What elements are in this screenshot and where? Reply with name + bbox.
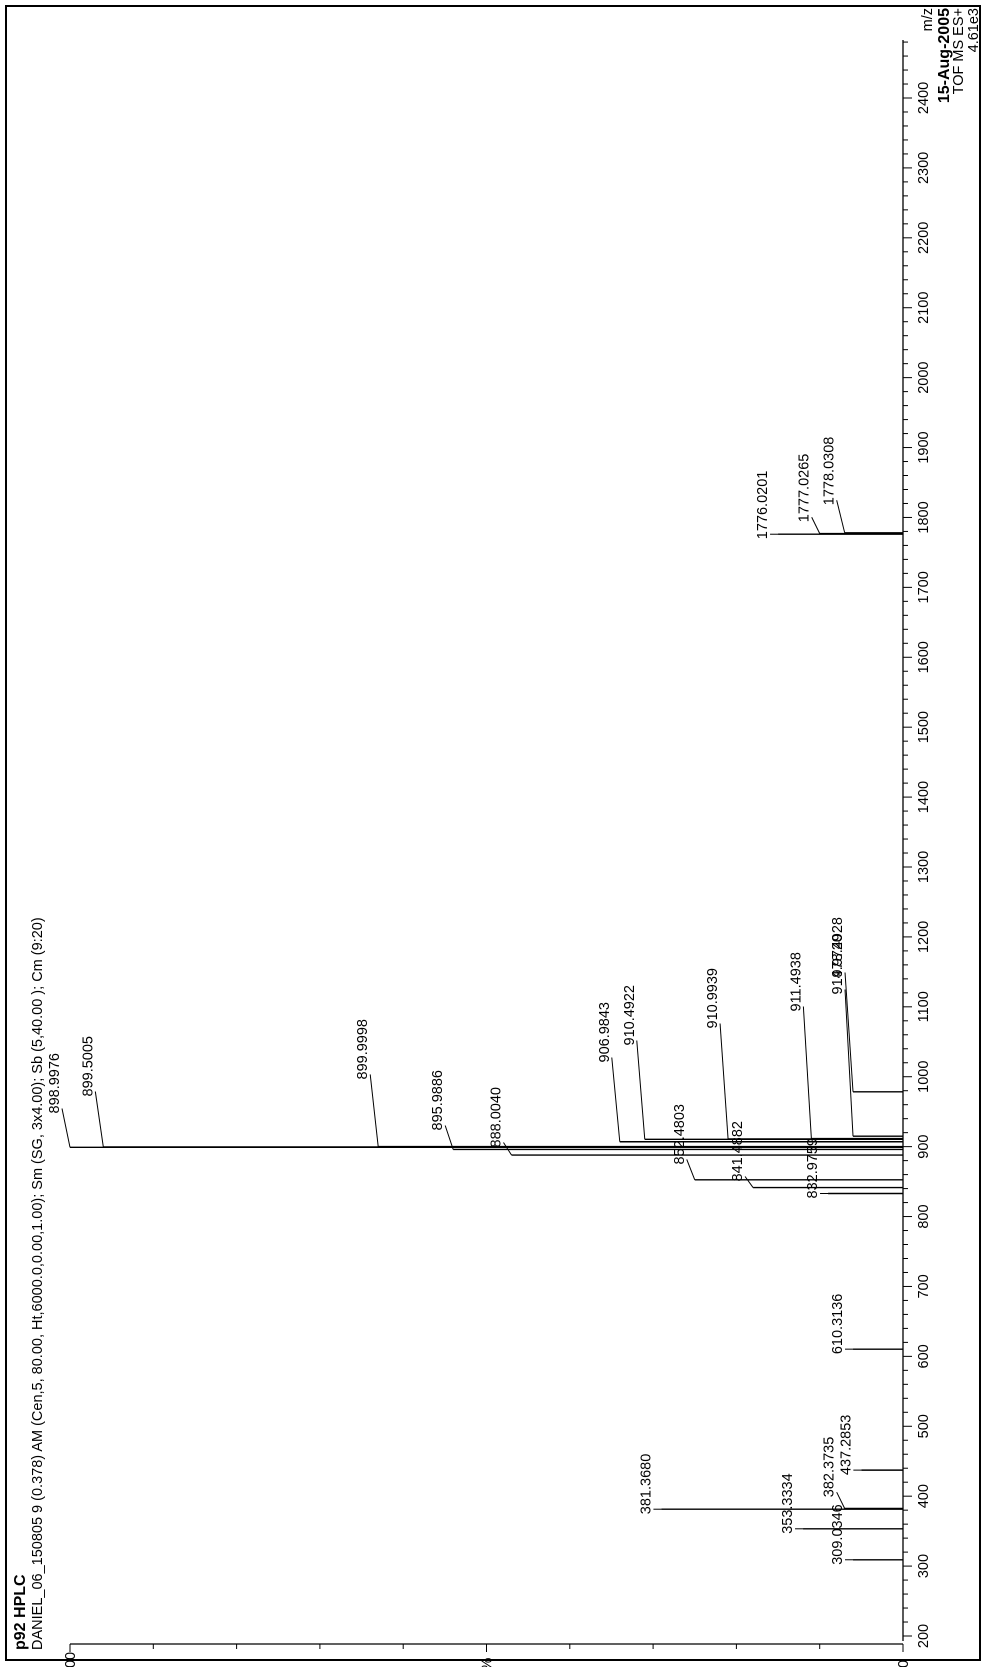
peak-label: 852.4803: [672, 1104, 688, 1164]
peak-label-leader: [444, 1125, 454, 1150]
peak-label: 895.9886: [430, 1070, 446, 1130]
peak-label: 899.5005: [80, 1036, 96, 1096]
x-axis-tick-label: 2400: [916, 82, 932, 114]
x-axis-tick-label: 400: [916, 1484, 932, 1508]
x-axis-tick-label: 1300: [916, 851, 932, 883]
base-peak-intensity: 4.61e3: [966, 8, 982, 52]
peak-label: 1777.0265: [797, 454, 813, 523]
peak-label: 841.4882: [730, 1121, 746, 1181]
y-axis-tick-label: %: [480, 1657, 496, 1667]
x-axis-tick-label: 2300: [916, 152, 932, 184]
x-axis-tick-label: 1600: [916, 641, 932, 673]
x-axis-tick-label: 500: [916, 1414, 932, 1438]
x-axis-tick-label: 1200: [916, 921, 932, 953]
x-axis-tick-label: 1400: [916, 781, 932, 813]
instrument-mode: TOF MS ES+: [951, 8, 967, 94]
peak-label-leader: [744, 1176, 754, 1188]
acquisition-date: 15-Aug-2005: [936, 8, 953, 103]
peak-label: 1776.0201: [755, 471, 771, 540]
y-axis-tick-label: 100: [63, 1652, 79, 1667]
peak-label: 910.9939: [705, 968, 721, 1028]
peak-label-leader: [844, 989, 854, 1137]
peak-label-leader: [836, 500, 846, 533]
x-axis-tick-label: 900: [916, 1135, 932, 1159]
peak-label: 899.9998: [355, 1019, 371, 1079]
x-axis-tick-label: 300: [916, 1554, 932, 1578]
x-axis-tick-label: 700: [916, 1274, 932, 1298]
x-axis-tick-label: 1000: [916, 1061, 932, 1093]
x-axis-label: m/z: [920, 8, 936, 31]
peak-label: 437.2853: [838, 1415, 854, 1475]
sample-title: p92 HPLC: [12, 1574, 29, 1650]
peak-label-leader: [94, 1091, 104, 1148]
x-axis-tick-label: 600: [916, 1344, 932, 1368]
peak-label-leader: [636, 1040, 646, 1140]
peak-label: 381.3680: [638, 1454, 654, 1514]
peak-label: 888.0040: [488, 1087, 504, 1147]
peak-label-leader: [369, 1074, 379, 1147]
x-axis-tick-label: 1700: [916, 571, 932, 603]
peak-label: 309.0346: [830, 1504, 846, 1564]
peak-label-leader: [811, 516, 821, 534]
peak-label-leader: [61, 1108, 71, 1148]
x-axis-tick-label: 1900: [916, 431, 932, 463]
peak-label: 382.3735: [822, 1437, 838, 1497]
x-axis-tick-label: 2000: [916, 362, 932, 394]
peak-label: 906.9843: [597, 1002, 613, 1062]
acquisition-description: DANIEL_06_150805 9 (0.378) AM (Cen,5, 80…: [30, 917, 46, 1650]
y-axis-tick-label: 0: [896, 1660, 912, 1667]
peak-label: 353.3334: [780, 1473, 796, 1533]
peak-label: 911.4938: [788, 952, 804, 1011]
peak-label-leader: [802, 1006, 812, 1139]
x-axis-tick-label: 800: [916, 1204, 932, 1228]
peak-label-leader: [686, 1159, 696, 1181]
x-axis-tick-label: 1500: [916, 711, 932, 743]
peak-label: 914.9720: [830, 934, 846, 994]
peak-label: 832.9759: [805, 1138, 821, 1198]
x-axis-tick-label: 1100: [916, 991, 932, 1022]
peak-label-leader: [503, 1142, 512, 1156]
peak-label: 898.9976: [47, 1053, 63, 1113]
peak-label-leader: [611, 1057, 621, 1142]
spectrum-frame: [5, 5, 981, 1661]
peak-label: 978.4928: [830, 917, 846, 977]
peak-label-leader: [719, 1023, 729, 1139]
peak-label-leader: [836, 1491, 846, 1509]
peak-label: 910.4922: [622, 985, 638, 1045]
x-axis-tick-label: 2100: [916, 292, 932, 324]
x-axis-tick-label: 1800: [916, 501, 932, 533]
peak-label-leader: [844, 972, 854, 1092]
peak-label: 610.3136: [830, 1294, 846, 1354]
x-axis-tick-label: 200: [916, 1624, 932, 1648]
peak-label: 1778.0308: [822, 437, 838, 506]
x-axis-tick-label: 2200: [916, 222, 932, 254]
